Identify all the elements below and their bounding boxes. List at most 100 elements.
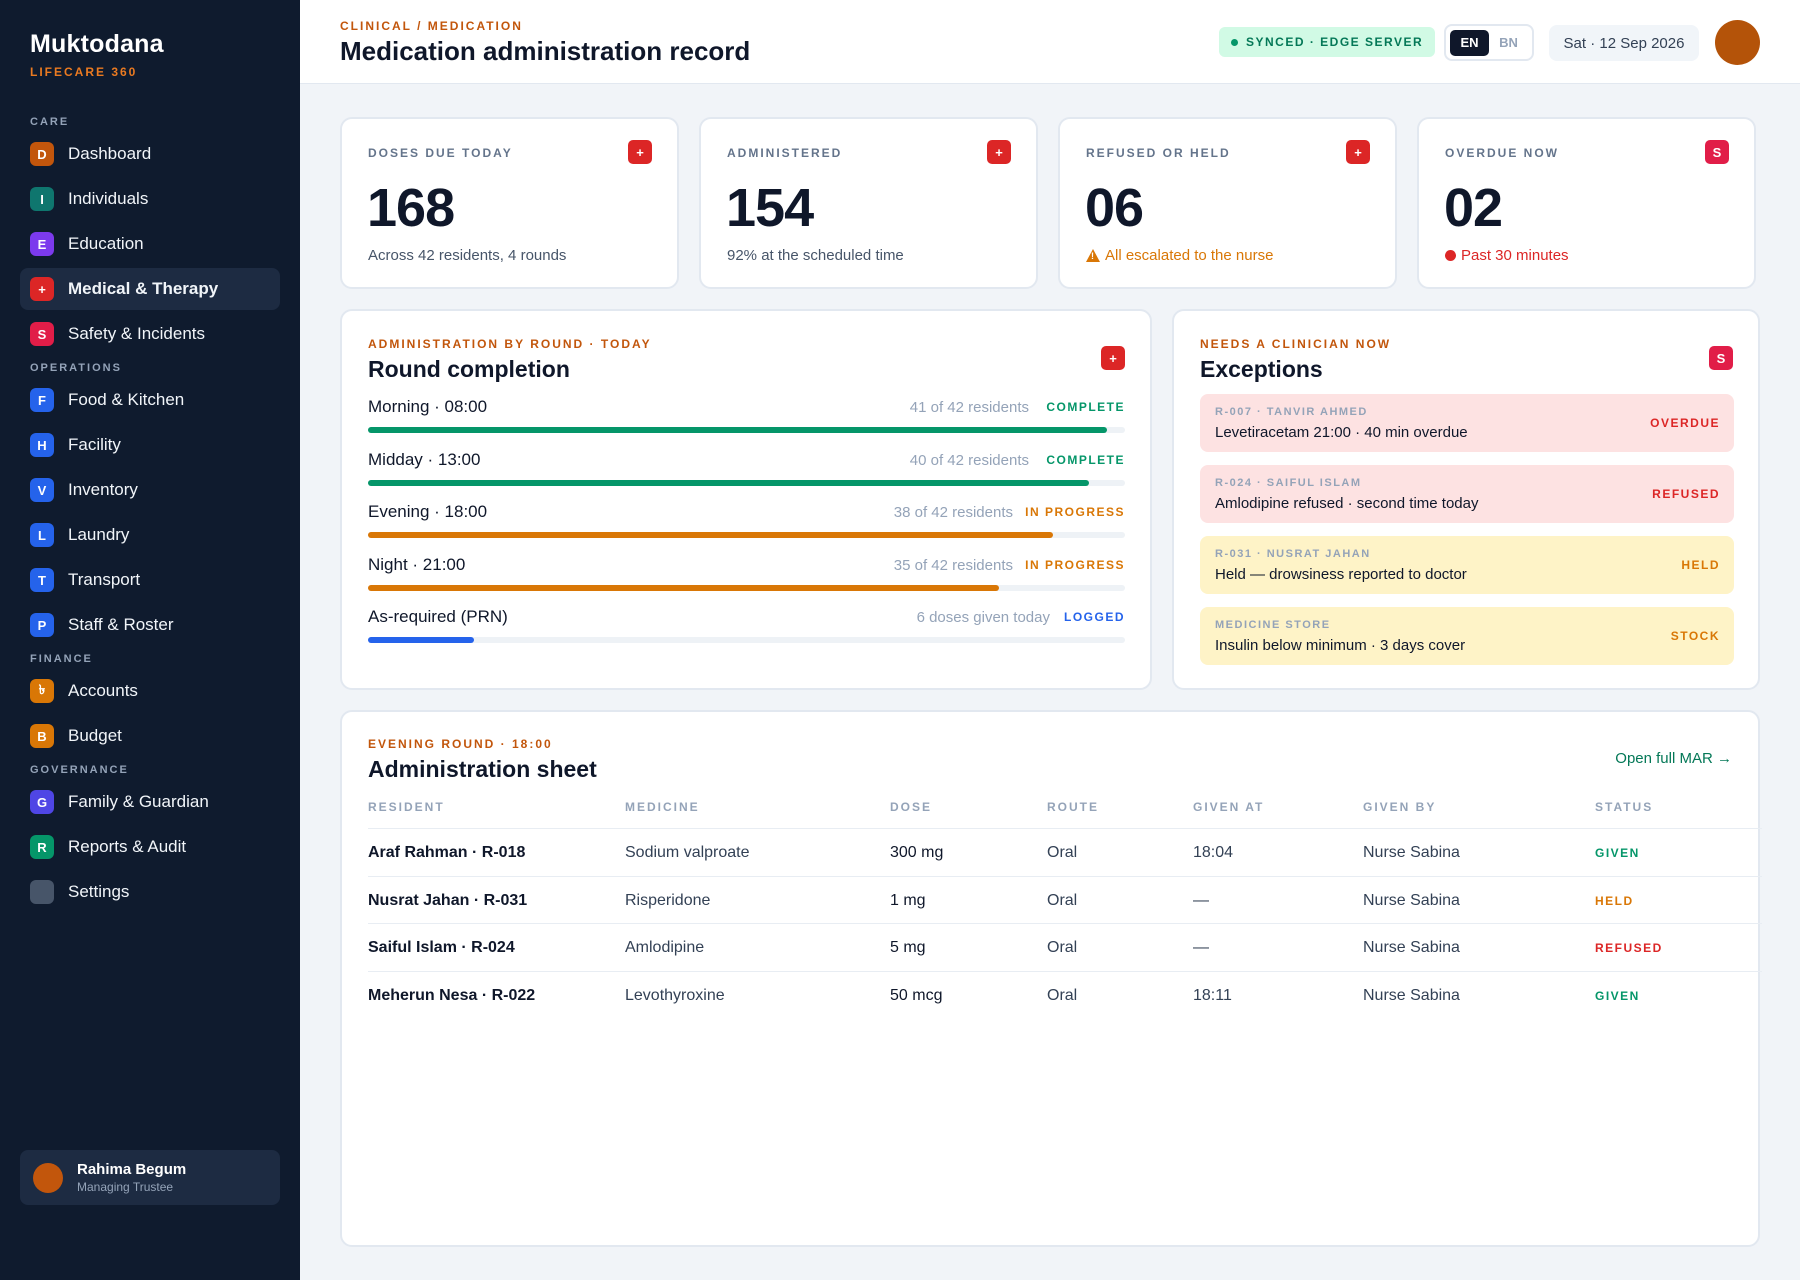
safety-icon: S bbox=[1705, 140, 1729, 164]
cell-route: Oral bbox=[1047, 986, 1078, 1004]
lang-bn-button[interactable]: BN bbox=[1499, 35, 1518, 50]
table-header-5[interactable]: GIVEN BY bbox=[1363, 800, 1437, 814]
kpi-subtext: Past 30 minutes bbox=[1445, 247, 1569, 264]
round-name: Night · 21:00 bbox=[368, 554, 466, 574]
sidebar-item-laundry[interactable]: L Laundry bbox=[20, 514, 280, 556]
table-header-4[interactable]: GIVEN AT bbox=[1193, 800, 1265, 814]
exception-item[interactable]: MEDICINE STORE Insulin below minimum · 3 … bbox=[1200, 607, 1734, 665]
sidebar-item-inventory[interactable]: V Inventory bbox=[20, 469, 280, 511]
sidebar-item-label: Accounts bbox=[68, 681, 138, 700]
cell-dose: 300 mg bbox=[890, 844, 944, 861]
administration-sheet-card: EVENING ROUND · 18:00 Administration she… bbox=[340, 710, 1762, 1247]
table-header-2[interactable]: DOSE bbox=[890, 800, 933, 814]
table-row[interactable]: Saiful Islam · R-024 Amlodipine 5 mg Oral — N… bbox=[368, 923, 1762, 970]
cell-dose: 1 mg bbox=[890, 891, 926, 909]
individuals-icon: I bbox=[30, 187, 54, 211]
exception-text: Amlodipine refused · second time today bbox=[1215, 495, 1479, 512]
kpi-subtext-label: Across 42 residents, 4 rounds bbox=[368, 247, 567, 264]
profile-avatar[interactable] bbox=[1715, 20, 1760, 65]
sidebar-item-label: Facility bbox=[68, 435, 121, 454]
sidebar-item-label: Staff & Roster bbox=[68, 615, 174, 634]
language-toggle[interactable]: EN BN bbox=[1444, 24, 1534, 61]
table-row[interactable]: Araf Rahman · R-018 Sodium valproate 300 m… bbox=[368, 828, 1762, 875]
settings-icon bbox=[30, 880, 54, 904]
kpi-card: DOSES DUE TODAY 168 + Across 42 residents, … bbox=[340, 117, 679, 289]
sidebar-item-label: Medical & Therapy bbox=[68, 279, 219, 298]
cell-resident[interactable]: Saiful Islam · R-024 bbox=[368, 939, 515, 956]
accounts-icon: ৳ bbox=[30, 679, 54, 703]
open-full-mar-link[interactable]: Open full MAR → bbox=[1615, 750, 1732, 767]
safety-icon: S bbox=[30, 322, 54, 346]
cell-resident[interactable]: Meherun Nesa · R-022 bbox=[368, 986, 536, 1004]
table-header-1[interactable]: MEDICINE bbox=[625, 800, 700, 814]
cell-given-by: Nurse Sabina bbox=[1363, 939, 1460, 956]
app-name: Muktodana bbox=[30, 30, 164, 58]
exception-item[interactable]: R-007 · TANVIR AHMED Levetiracetam 21:00 … bbox=[1200, 394, 1734, 452]
exception-meta: R-007 · TANVIR AHMED bbox=[1215, 406, 1368, 418]
food-icon: F bbox=[30, 388, 54, 412]
sheet-title: Administration sheet bbox=[368, 756, 597, 782]
exceptions-eyebrow: NEEDS A CLINICIAN NOW bbox=[1200, 337, 1392, 351]
page-title: Medication administration record bbox=[340, 36, 751, 66]
sidebar-item-family[interactable]: G Family & Guardian bbox=[20, 781, 280, 823]
sidebar-item-settings[interactable]: Settings bbox=[20, 871, 280, 913]
cell-resident[interactable]: Nusrat Jahan · R-031 bbox=[368, 891, 528, 909]
kpi-subtext-label: Past 30 minutes bbox=[1461, 247, 1569, 264]
sidebar-item-facility[interactable]: H Facility bbox=[20, 424, 280, 466]
sidebar-item-accounts[interactable]: ৳ Accounts bbox=[20, 670, 280, 712]
kpi-label: OVERDUE NOW bbox=[1445, 146, 1560, 160]
sidebar-item-label: Dashboard bbox=[68, 144, 152, 163]
sidebar-item-safety[interactable]: S Safety & Incidents bbox=[20, 313, 280, 355]
date-display[interactable]: Sat · 12 Sep 2026 bbox=[1549, 25, 1699, 61]
medical-cross-icon: + bbox=[628, 140, 652, 164]
table-row[interactable]: Meherun Nesa · R-022 Levothyroxine 50 mcg O… bbox=[368, 970, 1762, 1018]
exception-tag: STOCK bbox=[1670, 629, 1720, 643]
cell-given-by: Nurse Sabina bbox=[1363, 891, 1460, 909]
sidebar-item-label: Inventory bbox=[68, 480, 138, 499]
round-progress-fill bbox=[368, 532, 1054, 538]
exception-text: Levetiracetam 21:00 · 40 min overdue bbox=[1215, 424, 1468, 441]
sidebar-item-staff[interactable]: P Staff & Roster bbox=[20, 604, 280, 646]
reports-icon: R bbox=[30, 835, 54, 859]
cell-given-at: — bbox=[1193, 939, 1209, 956]
lang-en-button[interactable]: EN bbox=[1450, 29, 1489, 56]
table-header-3[interactable]: ROUTE bbox=[1047, 800, 1099, 814]
sidebar-item-budget[interactable]: B Budget bbox=[20, 715, 280, 757]
sidebar-item-medical[interactable]: + Medical & Therapy bbox=[20, 268, 280, 310]
sidebar-item-label: Laundry bbox=[68, 525, 130, 544]
sync-status-badge: SYNCED · EDGE SERVER bbox=[1219, 27, 1436, 57]
sidebar-item-dashboard[interactable]: D Dashboard bbox=[20, 133, 280, 175]
exception-item[interactable]: R-031 · NUSRAT JAHAN Held — drowsiness re… bbox=[1200, 536, 1734, 594]
family-icon: G bbox=[30, 790, 54, 814]
sidebar-item-reports[interactable]: R Reports & Audit bbox=[20, 826, 280, 868]
round-name: As-required (PRN) bbox=[368, 607, 508, 626]
exception-meta: R-024 · SAIFUL ISLAM bbox=[1215, 477, 1362, 489]
kpi-card: REFUSED OR HELD 06 + All escalated to the n… bbox=[1058, 117, 1397, 289]
breadcrumb[interactable]: CLINICAL / MEDICATION bbox=[340, 19, 523, 33]
sidebar-item-transport[interactable]: T Transport bbox=[20, 559, 280, 601]
nav-section-label: OPERATIONS bbox=[30, 362, 122, 374]
round-row: Midday · 13:00 40 of 42 residents COMPLETE bbox=[368, 450, 1125, 494]
exception-item[interactable]: R-024 · SAIFUL ISLAM Amlodipine refused ·… bbox=[1200, 465, 1734, 523]
sidebar-item-food[interactable]: F Food & Kitchen bbox=[20, 379, 280, 421]
warning-icon bbox=[1086, 249, 1100, 262]
cell-given-at: 18:04 bbox=[1193, 844, 1234, 861]
sidebar-item-education[interactable]: E Education bbox=[20, 223, 280, 265]
safety-icon: S bbox=[1709, 346, 1733, 370]
table-header-6[interactable]: STATUS bbox=[1595, 800, 1654, 814]
round-status: COMPLETE bbox=[1046, 400, 1125, 414]
kpi-subtext: Across 42 residents, 4 rounds bbox=[368, 247, 566, 264]
sidebar-item-individuals[interactable]: I Individuals bbox=[20, 178, 280, 220]
rounds-eyebrow: ADMINISTRATION BY ROUND · TODAY bbox=[368, 337, 652, 351]
medical-cross-icon: + bbox=[1346, 140, 1370, 164]
user-card[interactable]: Rahima Begum Managing Trustee bbox=[20, 1150, 280, 1205]
nav-section-label: GOVERNANCE bbox=[30, 764, 129, 776]
cell-given-at: — bbox=[1193, 891, 1209, 909]
cell-route: Oral bbox=[1047, 939, 1078, 956]
table-header-0[interactable]: RESIDENT bbox=[368, 800, 445, 814]
table-row[interactable]: Nusrat Jahan · R-031 Risperidone 1 mg Oral —… bbox=[368, 875, 1762, 923]
sidebar-nav: CARE D Dashboard I Individuals E Education + Med… bbox=[20, 112, 280, 916]
round-progress-track bbox=[368, 479, 1125, 486]
cell-resident[interactable]: Araf Rahman · R-018 bbox=[368, 844, 526, 861]
sidebar-item-label: Education bbox=[68, 234, 144, 253]
